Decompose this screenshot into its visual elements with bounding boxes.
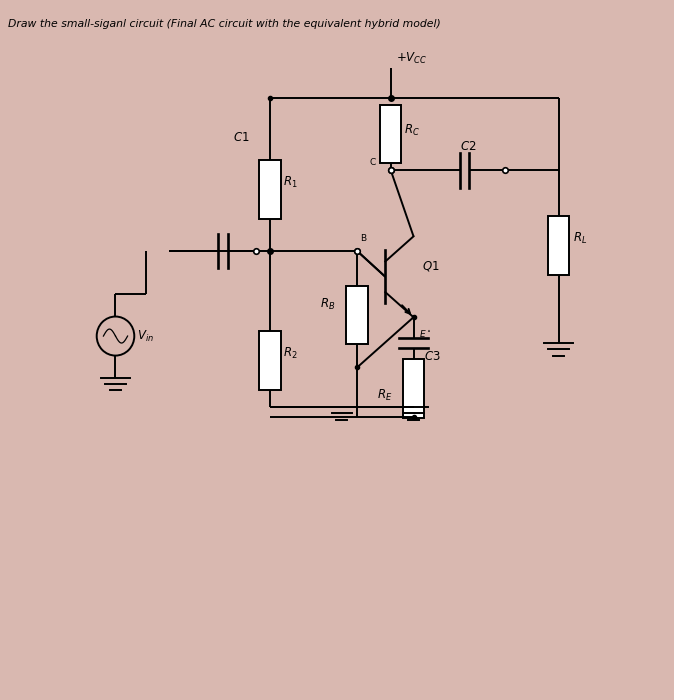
Text: $Q1$: $Q1$ — [422, 259, 440, 273]
Text: $C1$: $C1$ — [233, 131, 249, 144]
Text: $R_C$: $R_C$ — [404, 122, 420, 138]
Text: Draw the small-siganl circuit (Final AC circuit with the equivalent hybrid model: Draw the small-siganl circuit (Final AC … — [8, 19, 441, 29]
Text: $C3$: $C3$ — [423, 351, 440, 363]
Text: $R_1$: $R_1$ — [283, 175, 298, 190]
Text: B: B — [361, 234, 367, 243]
Text: $E^\circ$: $E^\circ$ — [419, 328, 431, 339]
Text: $R_B$: $R_B$ — [320, 297, 336, 312]
Bar — [548, 216, 570, 274]
Text: $R_2$: $R_2$ — [283, 346, 298, 361]
Bar — [380, 104, 402, 163]
Text: $R_E$: $R_E$ — [377, 388, 392, 403]
Bar — [259, 331, 280, 390]
Bar — [346, 286, 368, 344]
Text: $V_{in}$: $V_{in}$ — [137, 328, 154, 344]
Bar — [259, 160, 280, 219]
Text: C: C — [369, 158, 375, 167]
Text: $+V_{CC}$: $+V_{CC}$ — [396, 51, 427, 66]
Text: $R_L$: $R_L$ — [574, 231, 588, 246]
Bar — [403, 359, 424, 418]
Text: $C2$: $C2$ — [460, 140, 476, 153]
